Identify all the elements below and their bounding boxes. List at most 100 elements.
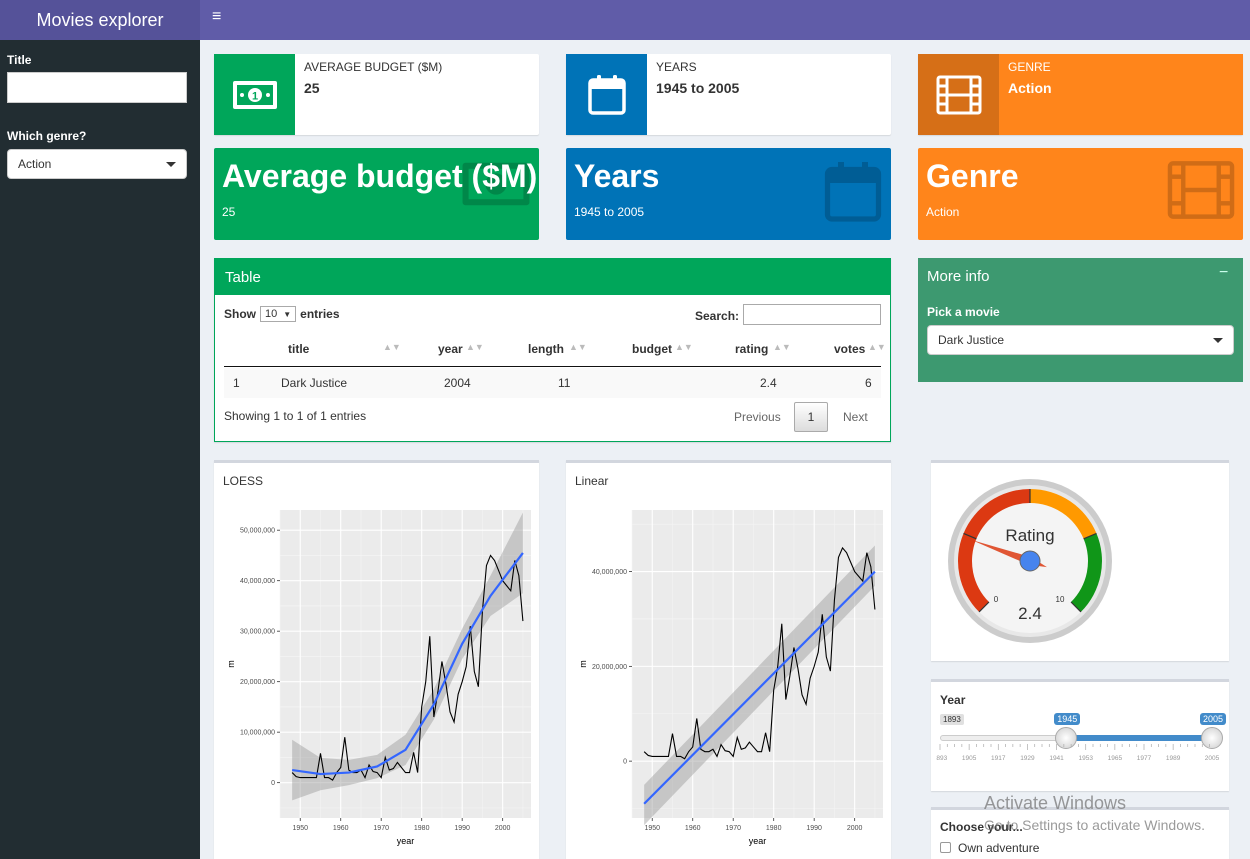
data-line [291,554,524,781]
gauge-tick [1070,601,1082,613]
cell-rating: 2.4 [760,376,777,390]
sort-icon: ▲▼ [773,342,791,352]
title-filter-label: Title [7,53,32,67]
slider-handle-to[interactable] [1201,727,1223,749]
infobox-budget-label: AVERAGE BUDGET ($M) [304,60,443,74]
linear-chart: 1950 1960 1970 1980 1990 2000 0 20,000,000 40,00… [578,510,883,846]
x-tick-label: 1950 [292,825,308,832]
y-tick-label: 0 [271,780,275,787]
infobox-genre: GENRE Action [918,54,1243,135]
sort-icon: ▲▼ [383,342,401,352]
plot-panel [632,510,883,818]
more-info-title: More info [927,268,990,285]
rating-gauge: Rating 0 10 2.4 [948,479,1112,643]
watermark-subtitle: Go to Settings to activate Windows. [984,817,1205,833]
valuebox-genre-sub: Action [926,205,960,219]
slider-handle-from[interactable] [1055,727,1078,749]
col-header-title[interactable]: title [288,342,310,356]
x-tick-label: 1990 [454,825,470,832]
linear-plot-title: Linear [575,474,609,488]
movie-select[interactable]: Dark Justice [927,325,1234,355]
table-row[interactable]: 1 Dark Justice 2004 11 2.4 6 [224,368,881,398]
col-header-votes[interactable]: votes [834,342,866,356]
data-line [643,546,876,760]
slider-tick-label: 1893 [936,755,948,762]
page-length-select[interactable]: 10 ▼ [260,306,297,322]
search-label: Search: [695,309,740,323]
sidebar-toggle-icon[interactable]: ≡ [212,8,222,25]
table-info: Showing 1 to 1 of 1 entries [224,409,367,423]
gauge-band-red [958,489,1030,612]
cell-year: 2004 [444,376,471,390]
col-header-rating[interactable]: rating [735,342,769,356]
slider-tick-label: 1917 [991,755,1006,762]
valuebox-budget-sub: 25 [222,205,236,219]
table-header-row [224,333,881,367]
table-box-title: Table [215,259,890,295]
slider-tick-label: 2005 [1205,755,1220,762]
gauge-band-green [1071,533,1102,612]
infobox-years: YEARS 1945 to 2005 [566,54,891,135]
slider-min-label: 1893 [940,714,964,725]
choose-box [931,807,1229,859]
page-length-value: 10 [265,308,278,320]
x-tick-label: 1950 [644,825,660,832]
confidence-band [292,512,523,801]
genre-select[interactable]: Action [7,149,187,179]
year-slider-label: Year [940,693,966,707]
x-tick-label: 1960 [333,825,349,832]
infobox-years-value: 1945 to 2005 [656,80,740,96]
x-tick-label: 1980 [766,825,782,832]
x-axis-label: year [397,836,415,846]
col-header-year[interactable]: year [438,342,463,356]
plot-panel [280,510,531,818]
app-brand[interactable]: Movies explorer [0,0,200,40]
confidence-band [644,545,875,826]
col-header-budget[interactable]: budget [632,342,672,356]
gauge-tick [963,532,977,540]
money-icon: 1 [214,54,295,135]
table-box: Table [214,258,891,442]
title-filter-input[interactable] [7,72,187,103]
valuebox-years-title: Years [574,158,660,194]
cell-index: 1 [233,376,240,390]
sort-icon: ▲▼ [675,342,693,352]
prev-page-button[interactable]: Previous [734,410,781,424]
gauge-max-label: 10 [1056,595,1065,604]
gauge-label: Rating [1005,526,1054,545]
y-tick-label: 40,000,000 [592,569,627,576]
x-tick-label: 1990 [806,825,822,832]
y-tick-label: 20,000,000 [240,679,275,686]
x-tick-label: 1960 [685,825,701,832]
chevron-down-icon [1213,337,1223,343]
next-page-button[interactable]: Next [843,410,868,424]
table-search-input[interactable] [743,304,881,325]
film-icon [1167,160,1235,223]
own-adventure-checkbox[interactable] [940,842,951,853]
x-tick-label: 1970 [725,825,741,832]
gauge-hub [1019,550,1041,572]
gauge-value: 2.4 [1018,604,1042,623]
film-icon [918,54,999,135]
slider-tick-label: 1989 [1166,755,1181,762]
slider-tick-label: 1941 [1049,755,1064,762]
y-tick-label: 40,000,000 [240,578,275,585]
valuebox-budget-title: Average budget ($M) [222,158,538,194]
x-tick-label: 2000 [495,825,511,832]
page-1-button[interactable]: 1 [794,402,828,432]
infobox-genre-value: Action [1008,80,1052,96]
cell-length: 11 [558,376,571,390]
slider-tick-label: 1965 [1108,755,1123,762]
gauge-band-orange [1030,489,1097,539]
x-tick-label: 1980 [414,825,430,832]
y-axis-label: m [226,660,236,668]
infobox-genre-label: GENRE [1008,60,1051,74]
pick-movie-label: Pick a movie [927,305,1000,319]
col-header-length[interactable]: length [528,342,564,356]
x-tick-label: 2000 [847,825,863,832]
infobox-years-label: YEARS [656,60,697,74]
cell-votes: 6 [865,376,872,390]
slider-tick-label: 1953 [1078,755,1093,762]
valuebox-years-sub: 1945 to 2005 [574,205,645,219]
collapse-icon[interactable]: − [1219,264,1229,281]
